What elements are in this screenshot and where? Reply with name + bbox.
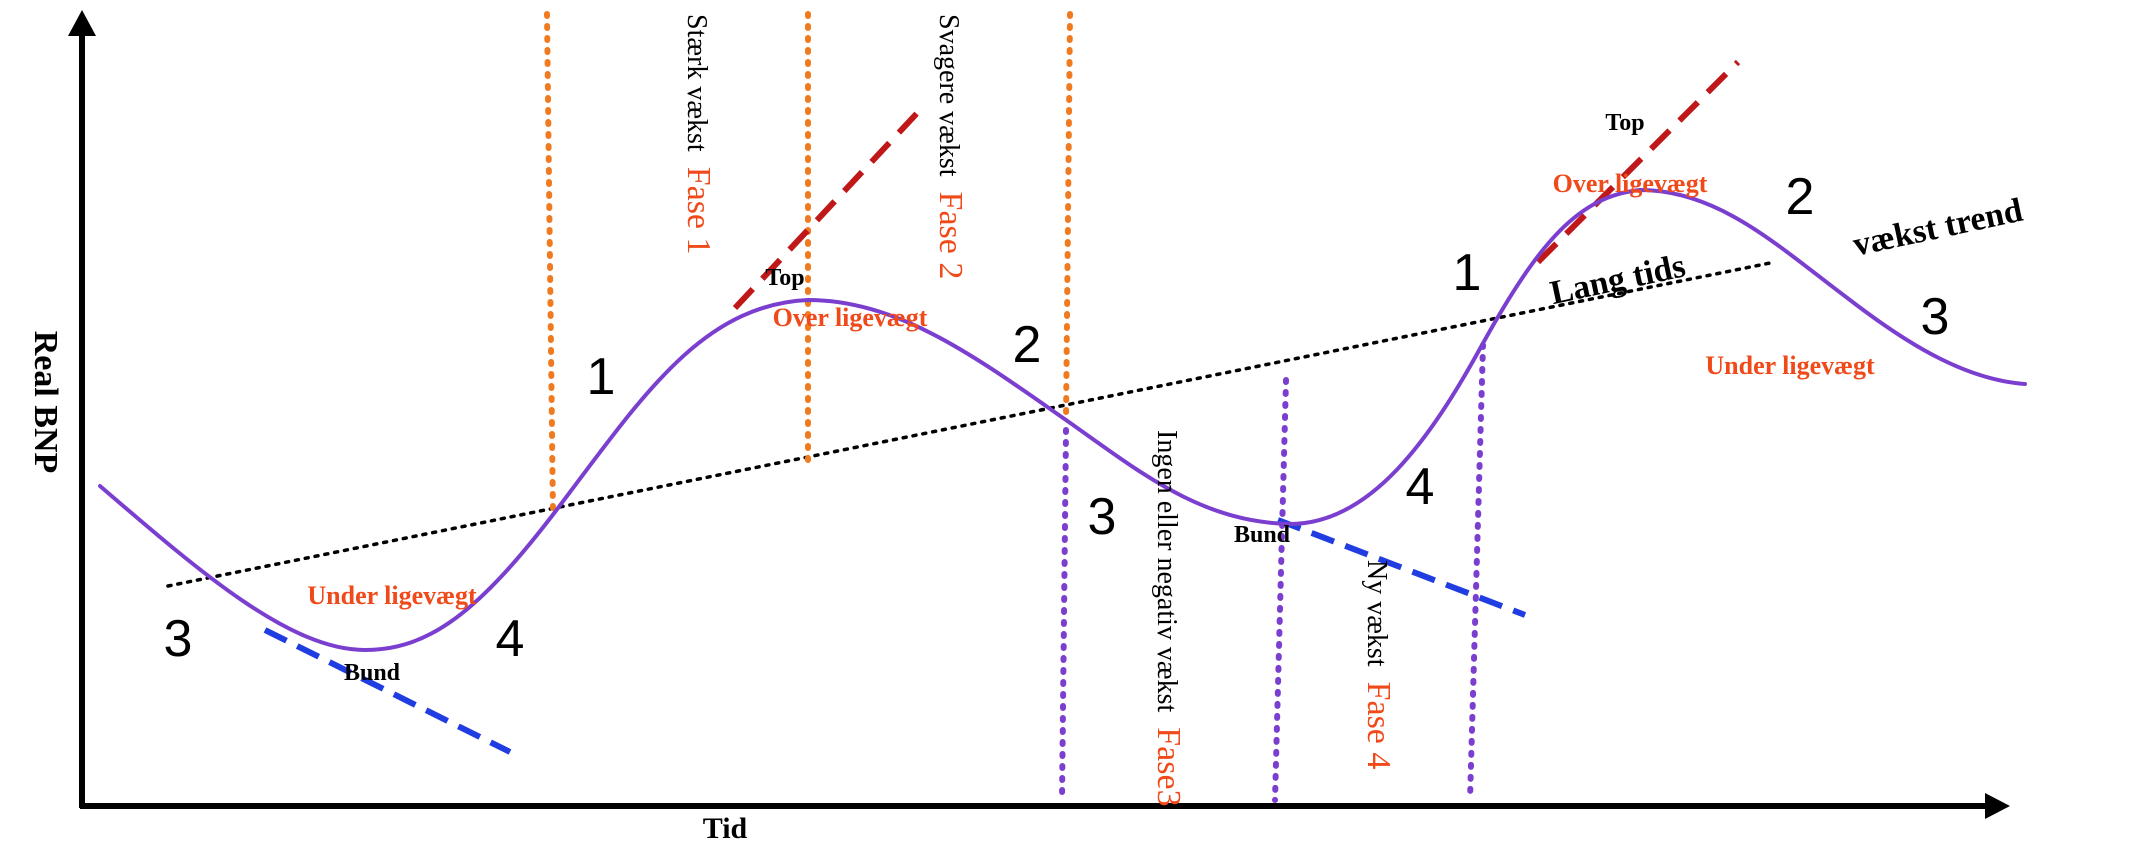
y-axis-label: Real BNP	[27, 331, 64, 474]
phase-line-orange-1	[544, 11, 556, 519]
trend-label-2: vækst trend	[1850, 192, 2026, 264]
phase-line-purple-2	[1272, 377, 1289, 803]
x-axis-label: Tid	[703, 812, 748, 841]
tangent-red-1	[732, 107, 923, 311]
top-label-2: Top	[1605, 110, 1644, 136]
under-label-2: Under ligevægt	[1705, 351, 1875, 380]
bund-label-2: Bund	[1234, 522, 1291, 548]
phase4-name: Fase 4	[1360, 682, 1397, 770]
phase1-text: Stærk vækst	[681, 14, 712, 152]
number-1-b: 1	[1453, 244, 1482, 302]
phase-line-purple-1	[1059, 427, 1069, 803]
bund-label-1: Bund	[344, 660, 401, 686]
phase2-text: Svagere vækst	[933, 14, 964, 177]
phase4-label: Ny vækst Fase 4	[1360, 560, 1397, 769]
number-2-b: 2	[1786, 168, 1815, 226]
x-axis-arrow	[1985, 793, 2010, 819]
top-label-1: Top	[765, 265, 804, 291]
over-label-2: Over ligevægt	[1553, 169, 1708, 198]
phase-line-orange-3	[1063, 11, 1073, 423]
phase-line-purple-3	[1467, 342, 1486, 803]
trend-label-1: Lang tids	[1547, 247, 1689, 312]
tangent-blue-2	[1276, 517, 1527, 618]
phase1-name: Fase 1	[680, 167, 717, 255]
trend-line	[166, 260, 1777, 588]
tangent-red-2	[1535, 59, 1741, 265]
phase1-label: Stærk vækst Fase 1	[680, 14, 717, 255]
business-cycle-curve	[98, 187, 2027, 653]
phase2-name: Fase 2	[932, 192, 969, 280]
number-4-b: 4	[1406, 458, 1435, 516]
over-label-1: Over ligevægt	[773, 303, 928, 332]
phase3-name: Fase3	[1150, 727, 1187, 806]
number-3-a: 3	[164, 610, 193, 668]
under-label-1: Under ligevægt	[307, 581, 477, 610]
number-4-a: 4	[496, 610, 525, 668]
number-3-b: 3	[1088, 488, 1117, 546]
number-2-a: 2	[1013, 316, 1042, 374]
phase3-label: Ingen eller negativ vækst Fase3	[1150, 430, 1187, 807]
phase3-text: Ingen eller negativ vækst	[1151, 430, 1182, 712]
phase2-label: Svagere vækst Fase 2	[932, 14, 969, 279]
number-1-a: 1	[587, 348, 616, 406]
phase4-text: Ny vækst	[1361, 560, 1392, 667]
y-axis-arrow	[68, 10, 96, 36]
tangent-blue-1	[263, 627, 512, 755]
number-3-c: 3	[1921, 288, 1950, 346]
